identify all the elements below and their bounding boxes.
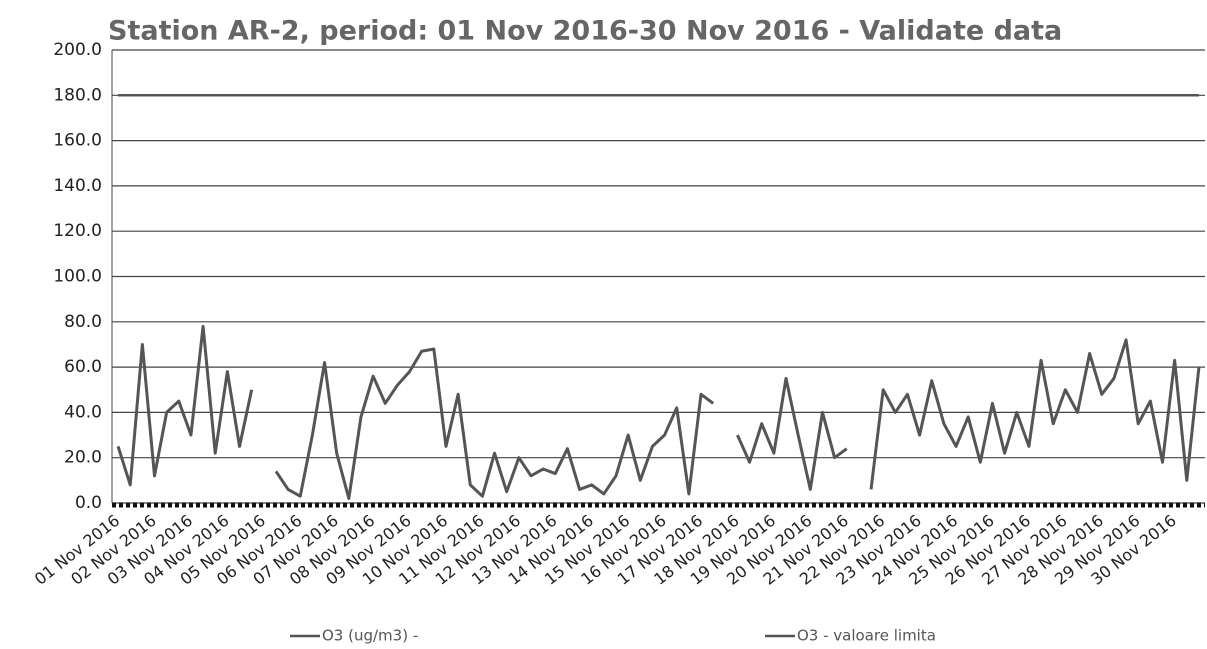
legend-label: O3 (ug/m3) - [322, 627, 418, 645]
chart-title: Station AR-2, period: 01 Nov 2016-30 Nov… [108, 16, 1062, 47]
y-tick-label: 100.0 [53, 267, 102, 287]
y-tick-label: 40.0 [64, 402, 102, 422]
y-tick-label: 140.0 [53, 176, 102, 196]
y-tick-label: 20.0 [64, 448, 102, 468]
y-tick-label: 120.0 [53, 221, 102, 241]
y-tick-label: 160.0 [53, 131, 102, 151]
y-tick-label: 0.0 [75, 493, 102, 513]
legend-label: O3 - valoare limita [797, 627, 936, 645]
data-line [116, 324, 1201, 500]
y-tick-label: 60.0 [64, 357, 102, 377]
y-tick-label: 80.0 [64, 312, 102, 332]
y-tick-label: 200.0 [53, 40, 102, 60]
y-tick-label: 180.0 [53, 85, 102, 105]
